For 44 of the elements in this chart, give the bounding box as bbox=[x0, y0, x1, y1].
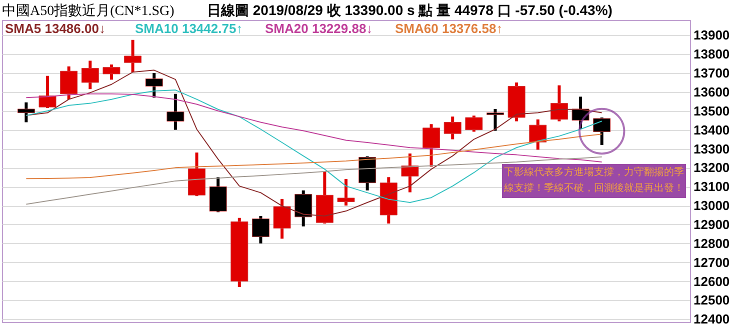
annotation: 下影線代表多方進場支撐，力守翻揚的季線支撐！季線不破，回測後就是再出發！ bbox=[503, 166, 684, 194]
candlestick bbox=[166, 94, 184, 130]
y-tick-label: 12500 bbox=[694, 292, 730, 308]
candlestick bbox=[252, 216, 270, 244]
text: SMA10 13442.75↑ bbox=[135, 21, 243, 36]
candlestick bbox=[593, 118, 611, 145]
y-tick-label: 13100 bbox=[694, 179, 730, 194]
candlestick bbox=[145, 73, 163, 98]
y-tick-label: 13800 bbox=[694, 46, 730, 62]
candlestick bbox=[422, 124, 440, 167]
candlestick bbox=[124, 40, 142, 72]
chart-subtitle: 日線圖 2019/08/29 收 13390.00 s 點 量 44978 口 -57.50 (-0.43%) bbox=[207, 2, 612, 18]
text: SMA20 13229.88↓ bbox=[265, 21, 373, 36]
y-tick-label: 13600 bbox=[694, 84, 730, 100]
candlestick bbox=[38, 76, 56, 108]
y-tick-label: 12700 bbox=[694, 254, 730, 270]
candlestick bbox=[465, 116, 483, 132]
candlestick bbox=[17, 102, 35, 122]
text: SMA60 13376.58↑ bbox=[395, 21, 503, 36]
candlestick bbox=[60, 66, 78, 100]
y-tick-label: 13200 bbox=[694, 160, 730, 176]
candlestick bbox=[444, 116, 462, 140]
y-tick-label: 12400 bbox=[694, 312, 730, 327]
candlestick bbox=[102, 64, 120, 80]
y-tick-label: 13900 bbox=[694, 28, 730, 43]
candlestick bbox=[401, 153, 419, 192]
y-tick-label: 13500 bbox=[694, 103, 730, 118]
candlestick bbox=[81, 60, 99, 90]
y-tick-label: 13300 bbox=[694, 141, 730, 156]
candlestick bbox=[486, 108, 504, 131]
y-tick-label: 12600 bbox=[694, 274, 730, 289]
y-tick-label: 12800 bbox=[694, 236, 730, 251]
y-tick-label: 13000 bbox=[694, 198, 730, 214]
line-series bbox=[26, 156, 602, 205]
candlestick bbox=[529, 119, 547, 150]
candlestick bbox=[273, 198, 291, 239]
y-tick-label: 13700 bbox=[694, 66, 730, 81]
candlestick bbox=[294, 190, 312, 226]
candlestick bbox=[337, 179, 355, 206]
text: SMA5 13486.00↓ bbox=[5, 21, 106, 36]
y-tick-label: 13400 bbox=[694, 122, 730, 138]
candlestick bbox=[550, 85, 568, 122]
chart-title: 中國A50指數近月(CN*1.SG) bbox=[2, 3, 175, 19]
y-tick-label: 12900 bbox=[694, 216, 730, 232]
